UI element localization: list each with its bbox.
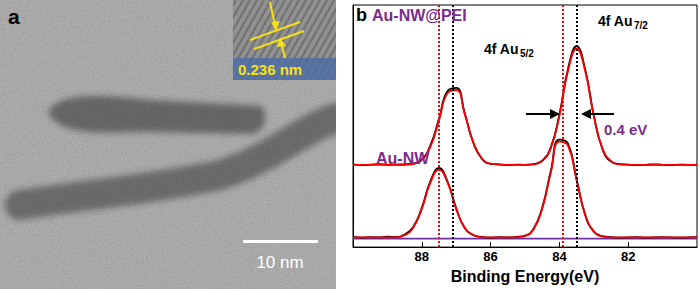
svg-text:0.4 eV: 0.4 eV [604,121,647,138]
svg-text:b: b [356,5,367,25]
svg-text:Au-NW@PEI: Au-NW@PEI [372,7,467,24]
svg-text:82: 82 [621,249,635,264]
svg-text:5/2: 5/2 [520,48,534,59]
svg-text:4f Au: 4f Au [598,13,632,29]
svg-text:86: 86 [483,249,497,264]
svg-text:Binding Energy(eV): Binding Energy(eV) [451,268,599,285]
svg-text:84: 84 [552,249,567,264]
svg-text:4f Au: 4f Au [484,41,518,57]
svg-text:10 nm: 10 nm [256,253,303,272]
svg-text:7/2: 7/2 [634,20,648,31]
svg-text:Au-NW: Au-NW [376,150,430,167]
svg-text:0.236 nm: 0.236 nm [238,61,302,78]
svg-text:88: 88 [415,249,429,264]
svg-text:a: a [8,5,20,28]
